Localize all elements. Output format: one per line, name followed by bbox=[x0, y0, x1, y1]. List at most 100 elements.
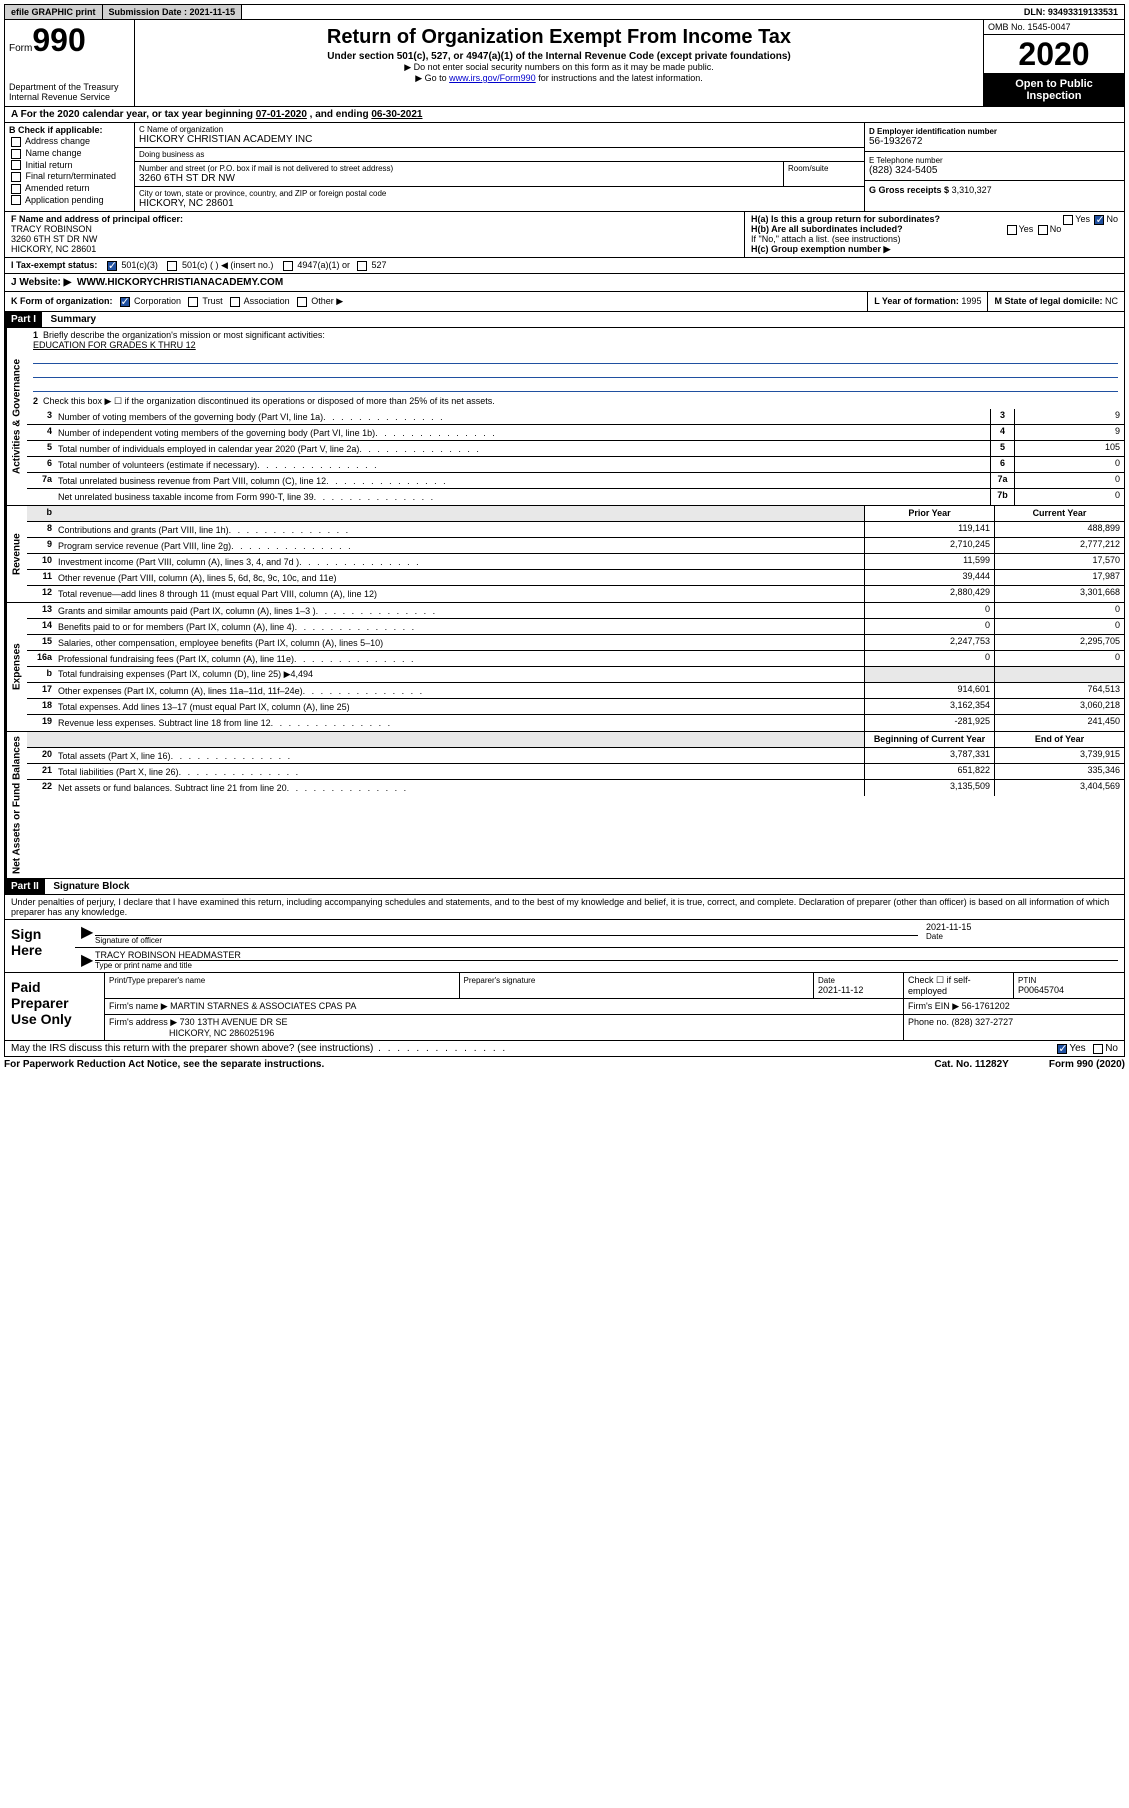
line-4: 4Number of independent voting members of… bbox=[27, 425, 1124, 441]
part2-header-row: Part II Signature Block bbox=[4, 879, 1125, 895]
l10-prior: 11,599 bbox=[864, 554, 994, 569]
chk-application-pending[interactable]: Application pending bbox=[9, 195, 130, 206]
ein-label: D Employer identification number bbox=[869, 127, 997, 136]
chk-name-change[interactable]: Name change bbox=[9, 148, 130, 159]
l8-current: 488,899 bbox=[994, 522, 1124, 537]
4947-checkbox[interactable] bbox=[283, 261, 293, 271]
signature-block: Under penalties of perjury, I declare th… bbox=[4, 895, 1125, 973]
hb-no-checkbox[interactable] bbox=[1038, 225, 1048, 235]
527-label: 527 bbox=[371, 260, 386, 270]
l19-prior: -281,925 bbox=[864, 715, 994, 731]
l12-desc: Total revenue—add lines 8 through 11 (mu… bbox=[55, 586, 864, 602]
corp-checkbox[interactable] bbox=[120, 297, 130, 307]
officer-addr2: HICKORY, NC 28601 bbox=[11, 244, 96, 254]
mission-rule bbox=[33, 378, 1118, 392]
4947-label: 4947(a)(1) or bbox=[297, 260, 350, 270]
firm-phone-label: Phone no. bbox=[908, 1017, 949, 1027]
prep-date-label: Date bbox=[818, 976, 835, 985]
arrow-icon: ▶ bbox=[81, 950, 95, 970]
l21-end: 335,346 bbox=[994, 764, 1124, 779]
l11-num: 11 bbox=[27, 570, 55, 585]
line4-val: 9 bbox=[1014, 425, 1124, 440]
efile-print-button[interactable]: efile GRAPHIC print bbox=[5, 5, 103, 19]
chk-amended-return[interactable]: Amended return bbox=[9, 183, 130, 194]
l18-num: 18 bbox=[27, 699, 55, 714]
l19-desc: Revenue less expenses. Subtract line 18 … bbox=[55, 715, 864, 731]
arrow-icon: ▶ bbox=[81, 922, 95, 945]
line-18: 18Total expenses. Add lines 13–17 (must … bbox=[27, 699, 1124, 715]
expenses-section: Expenses 13Grants and similar amounts pa… bbox=[4, 603, 1125, 732]
prep-name-label: Print/Type preparer's name bbox=[109, 976, 205, 985]
l21-desc: Total liabilities (Part X, line 26) bbox=[55, 764, 864, 779]
501c-checkbox[interactable] bbox=[167, 261, 177, 271]
l19-num: 19 bbox=[27, 715, 55, 731]
ein-value: 56-1932672 bbox=[869, 136, 1120, 147]
l17-prior: 914,601 bbox=[864, 683, 994, 698]
firm-addr1: 730 13TH AVENUE DR SE bbox=[180, 1017, 288, 1027]
l8-prior: 119,141 bbox=[864, 522, 994, 537]
ha-yes-checkbox[interactable] bbox=[1063, 215, 1073, 225]
line-10: 10Investment income (Part VIII, column (… bbox=[27, 554, 1124, 570]
goto-note: ▶ Go to www.irs.gov/Form990 for instruct… bbox=[143, 73, 975, 84]
chk-initial-return[interactable]: Initial return bbox=[9, 160, 130, 171]
l18-desc: Total expenses. Add lines 13–17 (must eq… bbox=[55, 699, 864, 714]
hb-yes-checkbox[interactable] bbox=[1007, 225, 1017, 235]
other-label: Other ▶ bbox=[311, 296, 343, 306]
net-assets-section: Net Assets or Fund Balances Beginning of… bbox=[4, 732, 1125, 879]
line7a-box: 7a bbox=[990, 473, 1014, 488]
line6-box: 6 bbox=[990, 457, 1014, 472]
officer-name: TRACY ROBINSON bbox=[11, 224, 92, 234]
dba-label: Doing business as bbox=[139, 150, 860, 159]
line5-val: 105 bbox=[1014, 441, 1124, 456]
l10-desc: Investment income (Part VIII, column (A)… bbox=[55, 554, 864, 569]
line-2: 2 Check this box ▶ ☐ if the organization… bbox=[27, 394, 1124, 409]
l16a-desc: Professional fundraising fees (Part IX, … bbox=[55, 651, 864, 666]
l12-current: 3,301,668 bbox=[994, 586, 1124, 602]
top-bar: efile GRAPHIC print Submission Date : 20… bbox=[4, 4, 1125, 20]
l12-prior: 2,880,429 bbox=[864, 586, 994, 602]
501c3-checkbox[interactable] bbox=[107, 261, 117, 271]
submission-date-label: Submission Date : bbox=[109, 7, 188, 17]
begin-year-header: Beginning of Current Year bbox=[864, 732, 994, 747]
line7a-val: 0 bbox=[1014, 473, 1124, 488]
line-16a: 16aProfessional fundraising fees (Part I… bbox=[27, 651, 1124, 667]
l22-end: 3,404,569 bbox=[994, 780, 1124, 796]
phone-value: (828) 324-5405 bbox=[869, 165, 1120, 176]
l17-current: 764,513 bbox=[994, 683, 1124, 698]
other-checkbox[interactable] bbox=[297, 297, 307, 307]
public-inspection-badge: Open to Public Inspection bbox=[984, 74, 1124, 106]
perjury-text: Under penalties of perjury, I declare th… bbox=[5, 895, 1124, 919]
submission-date-button[interactable]: Submission Date : 2021-11-15 bbox=[103, 5, 243, 19]
discuss-no-checkbox[interactable] bbox=[1093, 1044, 1103, 1054]
city-value: HICKORY, NC 28601 bbox=[139, 198, 860, 209]
l20-end: 3,739,915 bbox=[994, 748, 1124, 763]
year-formation-label: L Year of formation: bbox=[874, 296, 959, 306]
firm-name: MARTIN STARNES & ASSOCIATES CPAS PA bbox=[170, 1001, 356, 1011]
line-3: 3Number of voting members of the governi… bbox=[27, 409, 1124, 425]
l16a-prior: 0 bbox=[864, 651, 994, 666]
irs-link[interactable]: www.irs.gov/Form990 bbox=[449, 73, 536, 83]
chk-address-change[interactable]: Address change bbox=[9, 136, 130, 147]
tax-year: 2020 bbox=[984, 35, 1124, 74]
box-m: M State of legal domicile: NC bbox=[988, 292, 1124, 311]
527-checkbox[interactable] bbox=[357, 261, 367, 271]
assoc-checkbox[interactable] bbox=[230, 297, 240, 307]
l15-prior: 2,247,753 bbox=[864, 635, 994, 650]
line-13: 13Grants and similar amounts paid (Part … bbox=[27, 603, 1124, 619]
discuss-yes-checkbox[interactable] bbox=[1057, 1044, 1067, 1054]
trust-checkbox[interactable] bbox=[188, 297, 198, 307]
ha-no-checkbox[interactable] bbox=[1094, 215, 1104, 225]
l15-num: 15 bbox=[27, 635, 55, 650]
room-label: Room/suite bbox=[788, 164, 860, 173]
prep-date: 2021-11-12 bbox=[818, 985, 863, 995]
firm-addr-label: Firm's address ▶ bbox=[109, 1017, 177, 1027]
submission-date-value: 2021-11-15 bbox=[190, 7, 236, 17]
line-6: 6Total number of volunteers (estimate if… bbox=[27, 457, 1124, 473]
line7b-val: 0 bbox=[1014, 489, 1124, 505]
firm-ein-label: Firm's EIN ▶ bbox=[908, 1001, 959, 1011]
chk-final-return[interactable]: Final return/terminated bbox=[9, 171, 130, 182]
type-name-label: Type or print name and title bbox=[95, 961, 1118, 970]
net-side-label: Net Assets or Fund Balances bbox=[5, 732, 27, 878]
sig-date: 2021-11-15 bbox=[926, 922, 1118, 932]
tax-period-row: A For the 2020 calendar year, or tax yea… bbox=[4, 107, 1125, 123]
